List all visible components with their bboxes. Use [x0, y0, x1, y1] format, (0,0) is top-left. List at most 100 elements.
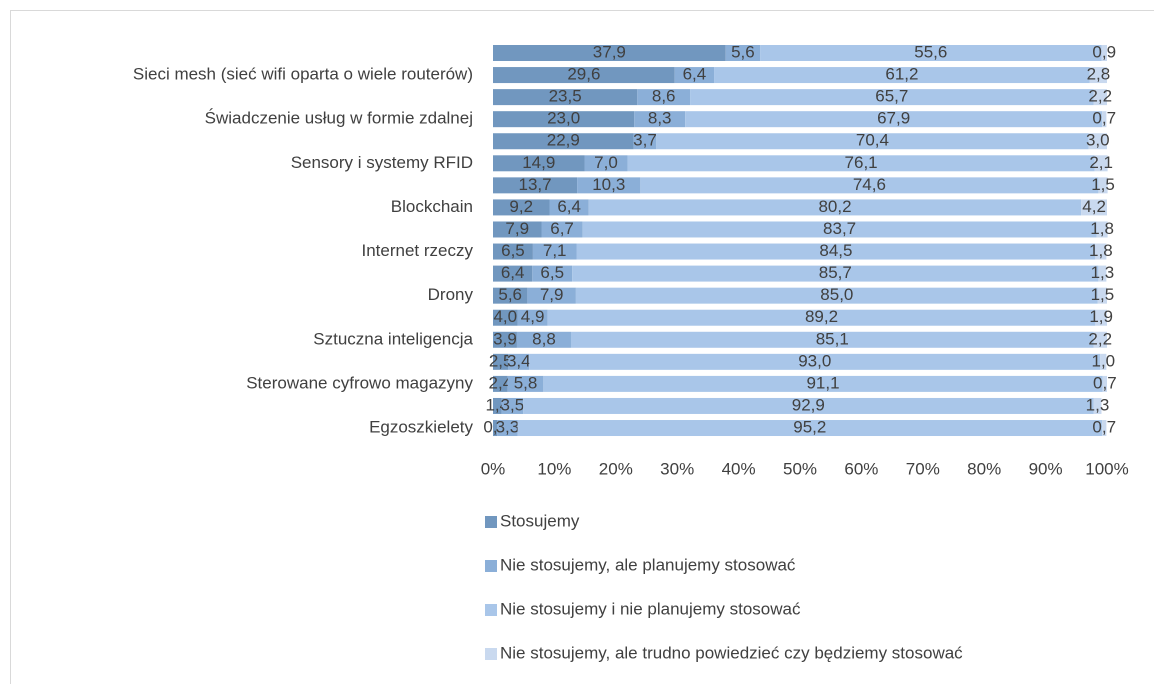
data-label: 91,1: [806, 373, 839, 392]
data-label: 1,8: [1090, 219, 1114, 238]
bar-segment: [517, 309, 548, 326]
bar-segment: [493, 45, 726, 61]
legend-label: Stosujemy: [500, 511, 580, 530]
bar-segment: [493, 265, 533, 282]
bar-segment: [1098, 265, 1107, 282]
data-label: 3,4: [507, 351, 531, 370]
bar-segment: [508, 353, 530, 370]
x-tick-label: 100%: [1085, 459, 1128, 478]
bar-segment: [493, 420, 498, 437]
data-label: 85,0: [820, 285, 853, 304]
legend-label: Nie stosujemy i nie planujemy stosować: [500, 599, 801, 618]
bar-segment: [1095, 309, 1107, 326]
data-label: 65,7: [875, 87, 908, 106]
bar-segment: [1093, 331, 1107, 348]
data-label: 1,5: [1091, 175, 1115, 194]
x-tick-label: 80%: [967, 459, 1001, 478]
legend-swatch: [485, 648, 497, 660]
bar-segment: [656, 133, 1089, 150]
bar-segment: [1094, 155, 1108, 172]
bar-segment: [627, 155, 1095, 172]
data-label: 3,7: [633, 131, 657, 150]
data-label: 74,6: [853, 175, 886, 194]
data-label: 5,6: [498, 285, 522, 304]
bar-segment: [493, 397, 502, 414]
bar-segment: [714, 67, 1090, 84]
bar-segment: [493, 133, 634, 150]
bar-segment: [541, 221, 583, 238]
legend-swatch: [485, 516, 497, 528]
bar-segment: [575, 287, 1098, 304]
data-label: 70,4: [856, 131, 889, 150]
data-label: 8,3: [648, 109, 672, 128]
data-label: 1,8: [1089, 241, 1113, 260]
data-label: 9,2: [509, 197, 533, 216]
bar-segment: [507, 375, 544, 392]
bar-segment: [1093, 397, 1102, 414]
data-label: 61,2: [885, 65, 918, 84]
bar-segment: [690, 89, 1094, 106]
bar-segment: [493, 221, 542, 238]
bar-segment: [1098, 177, 1108, 194]
y-tick-label: Sensory i systemy RFID: [291, 153, 473, 172]
data-label: 7,9: [540, 285, 564, 304]
x-tick-label: 20%: [599, 459, 633, 478]
bar-segment: [1081, 199, 1107, 216]
data-label: 7,9: [505, 219, 529, 238]
bar-segment: [1101, 45, 1107, 61]
bar-segment: [637, 89, 691, 106]
data-label: 6,7: [550, 219, 574, 238]
bar-segment: [1102, 420, 1107, 437]
bar-segment: [1096, 221, 1108, 238]
data-label: 13,7: [519, 175, 552, 194]
y-tick-label: Drony: [428, 285, 474, 304]
bar-segment: [588, 199, 1082, 216]
bar-segment: [1095, 243, 1107, 260]
bar-segment: [517, 420, 1103, 437]
data-label: 0,9: [1092, 42, 1116, 61]
bar-segment: [493, 287, 528, 304]
data-label: 0,7: [1092, 418, 1116, 437]
bar-segment: [674, 67, 715, 84]
legend-label: Nie stosujemy, ale trudno powiedzieć czy…: [500, 643, 963, 662]
bar-segment: [1097, 287, 1107, 304]
bar-segment: [1089, 67, 1107, 84]
data-label: 29,6: [567, 65, 600, 84]
x-tick-label: 90%: [1029, 459, 1063, 478]
bar-segment: [516, 331, 571, 348]
data-label: 2,1: [1089, 153, 1113, 172]
y-tick-label: Sieci mesh (sieć wifi oparta o wiele rou…: [133, 65, 473, 84]
data-label: 2,8: [1087, 65, 1111, 84]
x-tick-label: 0%: [481, 459, 506, 478]
data-label: 85,1: [816, 329, 849, 348]
bar-segment: [725, 45, 761, 61]
bar-segment: [497, 420, 518, 437]
bar-segment: [760, 45, 1102, 61]
data-label: 1,3: [1086, 395, 1110, 414]
data-label: 3,9: [493, 329, 517, 348]
data-label: 3,5: [501, 395, 525, 414]
bar-segment: [640, 177, 1099, 194]
legend-swatch: [485, 560, 497, 572]
legend-label: Nie stosujemy, ale planujemy stosować: [500, 555, 796, 574]
bar-segment: [523, 397, 1094, 414]
bar-segment: [572, 265, 1099, 282]
data-label: 80,2: [818, 197, 851, 216]
data-label: 4,2: [1082, 197, 1106, 216]
bar-segment: [493, 155, 585, 172]
data-label: 93,0: [798, 351, 831, 370]
x-tick-label: 40%: [722, 459, 756, 478]
data-label: 0,7: [1092, 109, 1116, 128]
bar-segment: [493, 67, 675, 84]
bar-segment: [547, 309, 1096, 326]
bar-segment: [584, 155, 628, 172]
data-label: 1,0: [1091, 351, 1115, 370]
bar-segment: [1088, 133, 1107, 150]
legend-swatch: [485, 604, 497, 616]
bar-segment: [1093, 89, 1107, 106]
x-tick-label: 10%: [537, 459, 571, 478]
data-label: 3,0: [1086, 131, 1110, 150]
data-label: 2,2: [1088, 87, 1112, 106]
data-label: 76,1: [845, 153, 878, 172]
